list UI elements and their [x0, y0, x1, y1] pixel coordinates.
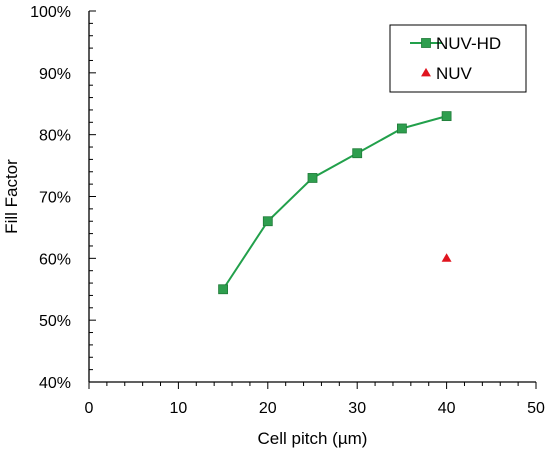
ticks	[88, 10, 537, 389]
legend-item: NUV	[421, 64, 473, 83]
data-point	[441, 111, 452, 122]
y-tick-label: 70%	[39, 190, 71, 207]
x-tick-label: 50	[527, 400, 545, 417]
legend-box	[389, 24, 527, 93]
series-line	[222, 115, 447, 290]
y-tick-label: 90%	[39, 66, 71, 83]
x-tick-label: 30	[348, 400, 366, 417]
data-point	[218, 284, 229, 295]
data-point	[441, 253, 452, 262]
data-point	[307, 173, 318, 183]
legend-label: NUV-HD	[436, 34, 501, 53]
x-tick-label: 0	[85, 400, 94, 417]
legend-marker	[421, 38, 431, 48]
x-tick-label: 10	[170, 400, 188, 417]
legend-marker	[421, 67, 431, 77]
y-tick-label: 50%	[39, 313, 71, 330]
series-nuv-hd	[218, 111, 452, 295]
legend: NUV-HD NUV	[389, 24, 527, 93]
tick-labels: 40% 50% 60% 70% 80% 90% 100% 0 10 20 30 40 50	[30, 4, 545, 417]
y-axis-title: Fill Factor	[2, 159, 21, 234]
legend-label: NUV	[436, 64, 473, 83]
y-tick-label: 80%	[39, 128, 71, 145]
legend-item: NUV-HD	[410, 34, 501, 53]
data-point	[262, 216, 273, 227]
y-tick-label: 40%	[39, 375, 71, 392]
series-nuv	[441, 253, 452, 262]
y-tick-label: 100%	[30, 4, 71, 21]
x-tick-label: 20	[259, 400, 277, 417]
series-layer	[218, 111, 452, 295]
data-point	[396, 123, 407, 134]
x-tick-label: 40	[438, 400, 456, 417]
data-point	[352, 148, 363, 159]
x-axis-title: Cell pitch (µm)	[258, 429, 368, 448]
y-tick-label: 60%	[39, 251, 71, 268]
